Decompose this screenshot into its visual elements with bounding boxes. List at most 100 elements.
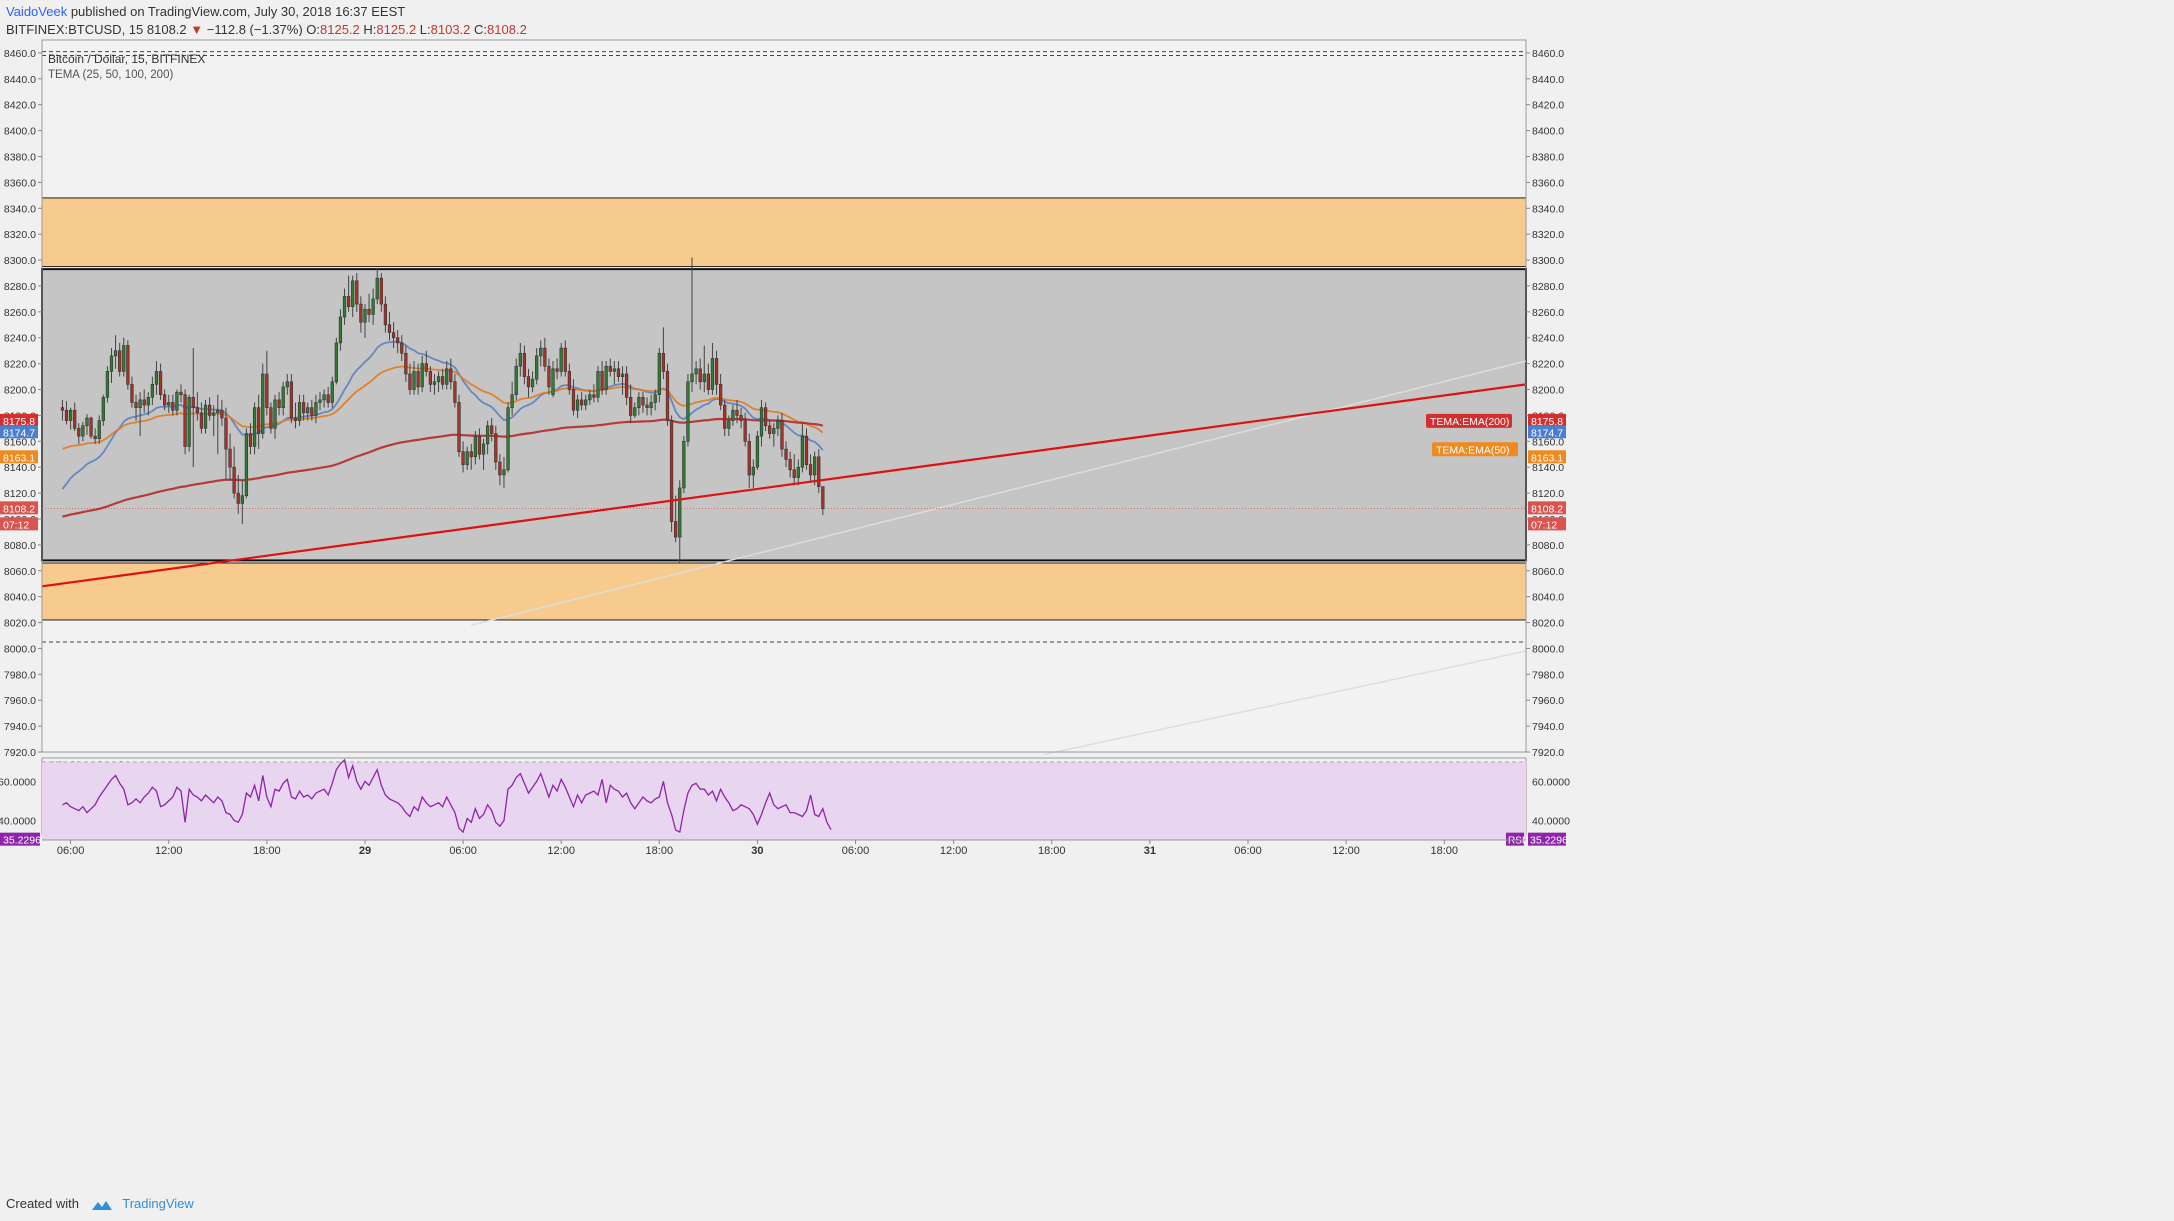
candle-body xyxy=(220,409,224,419)
candle xyxy=(105,366,110,403)
rsi-line xyxy=(62,758,832,834)
candle xyxy=(383,296,388,333)
x-tick-label: 06:00 xyxy=(449,845,477,857)
candle xyxy=(498,454,502,486)
candle-body xyxy=(682,441,686,489)
candle xyxy=(821,486,825,516)
tradingview-brand[interactable]: TradingView xyxy=(122,1196,194,1211)
candle xyxy=(396,329,400,354)
candle xyxy=(465,446,469,470)
close-label: C: xyxy=(474,22,488,37)
x-tick-label: 30 xyxy=(751,845,763,857)
y-tick-label-right: 8400.0 xyxy=(1532,126,1564,138)
candle xyxy=(723,399,727,437)
x-tick-label: 18:00 xyxy=(1430,845,1458,857)
candle xyxy=(236,474,240,514)
candle xyxy=(428,366,433,393)
candle-body xyxy=(477,435,482,455)
last-price: 8108.2 xyxy=(146,22,187,37)
price-badge-label: 8163.1 xyxy=(1531,452,1563,464)
channel-line-lower xyxy=(1043,650,1527,756)
candle-body xyxy=(105,371,110,398)
candle xyxy=(375,267,379,305)
candle-body xyxy=(502,469,506,476)
candle-body xyxy=(351,280,355,307)
candle xyxy=(150,376,155,406)
candle xyxy=(379,273,383,312)
rsi-badge-left: 35.2296 xyxy=(3,835,41,847)
candle-body xyxy=(244,433,249,496)
candle xyxy=(690,257,694,393)
candle xyxy=(187,394,191,452)
candle-body xyxy=(600,371,604,390)
rsi-badge-right: 35.2296 xyxy=(1530,835,1568,847)
candle xyxy=(637,392,641,416)
candle-body xyxy=(310,407,314,416)
rsi-series-label: RSI xyxy=(1508,836,1525,847)
price-badge-label: 8174.7 xyxy=(3,427,35,439)
candle xyxy=(130,376,134,408)
candle xyxy=(351,275,355,318)
y-tick-label-left: 7980.0 xyxy=(4,669,36,681)
candle-body xyxy=(506,407,510,471)
candle-body xyxy=(171,402,175,411)
candle-body xyxy=(772,428,776,434)
price-badge-label: 8108.2 xyxy=(1531,503,1563,515)
candle-body xyxy=(265,373,269,408)
candle-body xyxy=(788,459,792,471)
open-label: O: xyxy=(306,22,321,37)
candle xyxy=(146,392,150,416)
candle xyxy=(281,381,285,416)
candle-body xyxy=(432,381,437,385)
ema-legend-label: TEMA:EMA(200) xyxy=(1430,416,1509,428)
candle xyxy=(310,399,314,421)
y-tick-label-left: 7920.0 xyxy=(4,747,36,759)
y-tick-label-right: 8000.0 xyxy=(1532,643,1564,655)
candle xyxy=(813,451,817,486)
candle-body xyxy=(150,384,155,398)
candle-body xyxy=(203,404,208,429)
candle-body xyxy=(167,402,171,406)
y-tick-label-right: 8020.0 xyxy=(1532,618,1564,630)
y-tick-label-left: 8120.0 xyxy=(4,488,36,500)
y-tick-label-right: 7940.0 xyxy=(1532,721,1564,733)
y-tick-label-right: 8160.0 xyxy=(1532,436,1564,448)
candle xyxy=(473,430,477,465)
candle-body xyxy=(661,352,666,372)
candle-body xyxy=(122,345,126,372)
candle-body xyxy=(555,368,559,372)
ohlc-line: BITFINEX:BTCUSD, 15 8108.2 ▼ −112.8 (−1.… xyxy=(6,22,527,37)
candle-body xyxy=(416,371,420,388)
candle-body xyxy=(375,277,379,300)
y-tick-label-left: 8140.0 xyxy=(4,462,36,474)
candle xyxy=(571,379,576,416)
change-value: −112.8 (−1.37%) xyxy=(206,22,303,37)
candle-body xyxy=(342,296,347,318)
candle-body xyxy=(763,407,768,427)
price-badge-bg xyxy=(1528,425,1566,439)
candle-body xyxy=(792,469,796,478)
candle-body xyxy=(702,373,706,383)
candle-body xyxy=(285,381,289,388)
candle-body xyxy=(97,420,101,440)
rsi-tick-label-left: 40.0000 xyxy=(0,815,36,827)
candle xyxy=(555,358,559,380)
y-tick-label-left: 8300.0 xyxy=(4,255,36,267)
candle-body xyxy=(326,394,330,403)
candle xyxy=(727,415,731,437)
candle-body xyxy=(731,409,735,421)
candle xyxy=(338,309,343,351)
candle xyxy=(64,401,69,425)
candle xyxy=(804,428,809,470)
candle-body xyxy=(269,407,273,429)
candle-body xyxy=(620,373,625,377)
candle xyxy=(424,350,428,377)
candle xyxy=(346,275,351,312)
author-link[interactable]: VaidoVeek xyxy=(6,4,68,19)
candle-body xyxy=(68,409,73,421)
candle xyxy=(592,384,596,403)
candle-body xyxy=(813,456,817,476)
candle-body xyxy=(522,352,527,377)
candle-body xyxy=(297,402,302,421)
